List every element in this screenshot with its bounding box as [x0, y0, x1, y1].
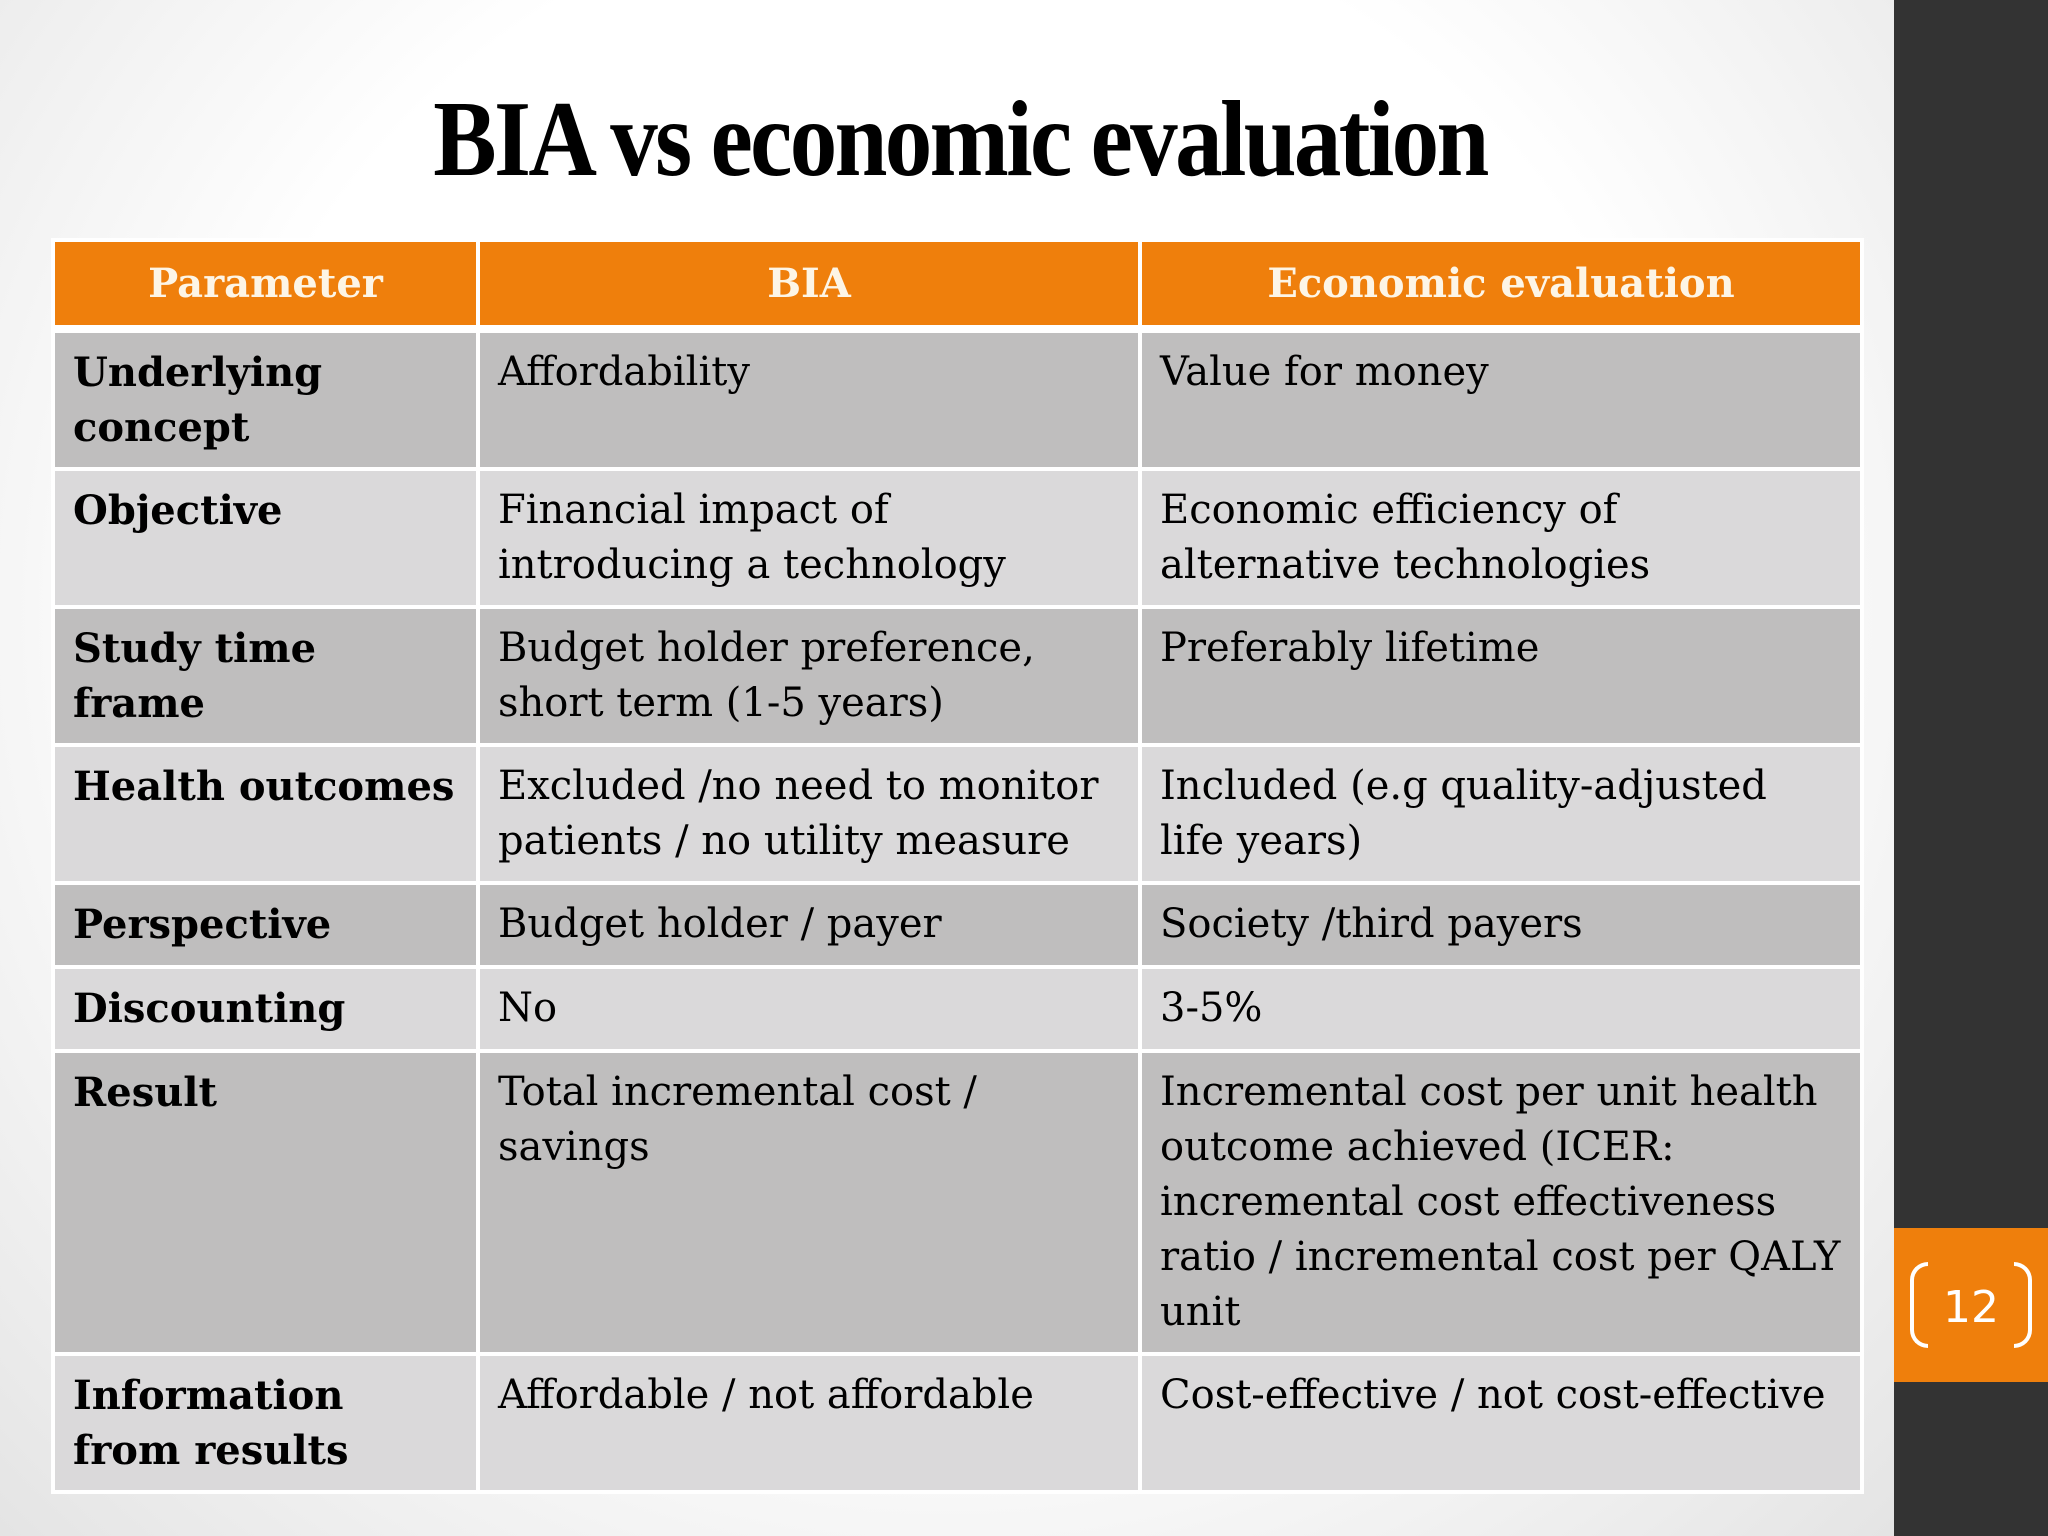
table-row: Objective Financial impact of introducin…	[51, 467, 1864, 609]
row-parameter: Objective	[51, 467, 480, 609]
column-header-parameter: Parameter	[51, 238, 480, 333]
row-parameter: Information from results	[51, 1352, 480, 1494]
table-row: Discounting No 3-5%	[51, 965, 1864, 1053]
row-parameter: Underlying concept	[51, 327, 480, 471]
table-row: Result Total incremental cost / savings …	[51, 1049, 1864, 1356]
row-bia: Affordability	[476, 327, 1142, 471]
row-parameter: Health outcomes	[51, 743, 480, 885]
row-bia: Financial impact of introducing a techno…	[476, 467, 1142, 609]
row-bia: Total incremental cost / savings	[476, 1049, 1142, 1356]
row-economic: Society /third payers	[1138, 881, 1864, 969]
slide-title: BIA vs economic evaluation	[433, 80, 1489, 199]
row-bia: Excluded /no need to monitor patients / …	[476, 743, 1142, 885]
row-economic: Cost-effective / not cost-effective	[1138, 1352, 1864, 1494]
column-header-bia: BIA	[476, 238, 1142, 333]
table-row: Perspective Budget holder / payer Societ…	[51, 881, 1864, 969]
row-economic: Economic efficiency of alternative techn…	[1138, 467, 1864, 609]
table-row: Study time frame Budget holder preferenc…	[51, 605, 1864, 747]
column-header-economic-evaluation: Economic evaluation	[1138, 238, 1864, 333]
comparison-table: Parameter BIA Economic evaluation Underl…	[51, 238, 1864, 1494]
row-bia: Budget holder / payer	[476, 881, 1142, 969]
left-bracket-icon	[1910, 1262, 1928, 1348]
row-bia: Affordable / not affordable	[476, 1352, 1142, 1494]
row-bia: No	[476, 965, 1142, 1053]
table-row: Information from results Affordable / no…	[51, 1352, 1864, 1494]
right-bracket-icon	[2014, 1262, 2032, 1348]
table-row: Underlying concept Affordability Value f…	[51, 327, 1864, 471]
row-parameter: Perspective	[51, 881, 480, 969]
row-economic: Incremental cost per unit health outcome…	[1138, 1049, 1864, 1356]
row-bia: Budget holder preference, short term (1-…	[476, 605, 1142, 747]
row-parameter: Study time frame	[51, 605, 480, 747]
row-economic: Value for money	[1138, 327, 1864, 471]
table-header-row: Parameter BIA Economic evaluation	[51, 238, 1864, 333]
row-parameter: Result	[51, 1049, 480, 1356]
table-row: Health outcomes Excluded /no need to mon…	[51, 743, 1864, 885]
page-number-badge: 12	[1894, 1228, 2048, 1382]
row-parameter: Discounting	[51, 965, 480, 1053]
page-number: 12	[1943, 1281, 1999, 1333]
row-economic: Preferably lifetime	[1138, 605, 1864, 747]
row-economic: Included (e.g quality-adjusted life year…	[1138, 743, 1864, 885]
row-economic: 3-5%	[1138, 965, 1864, 1053]
